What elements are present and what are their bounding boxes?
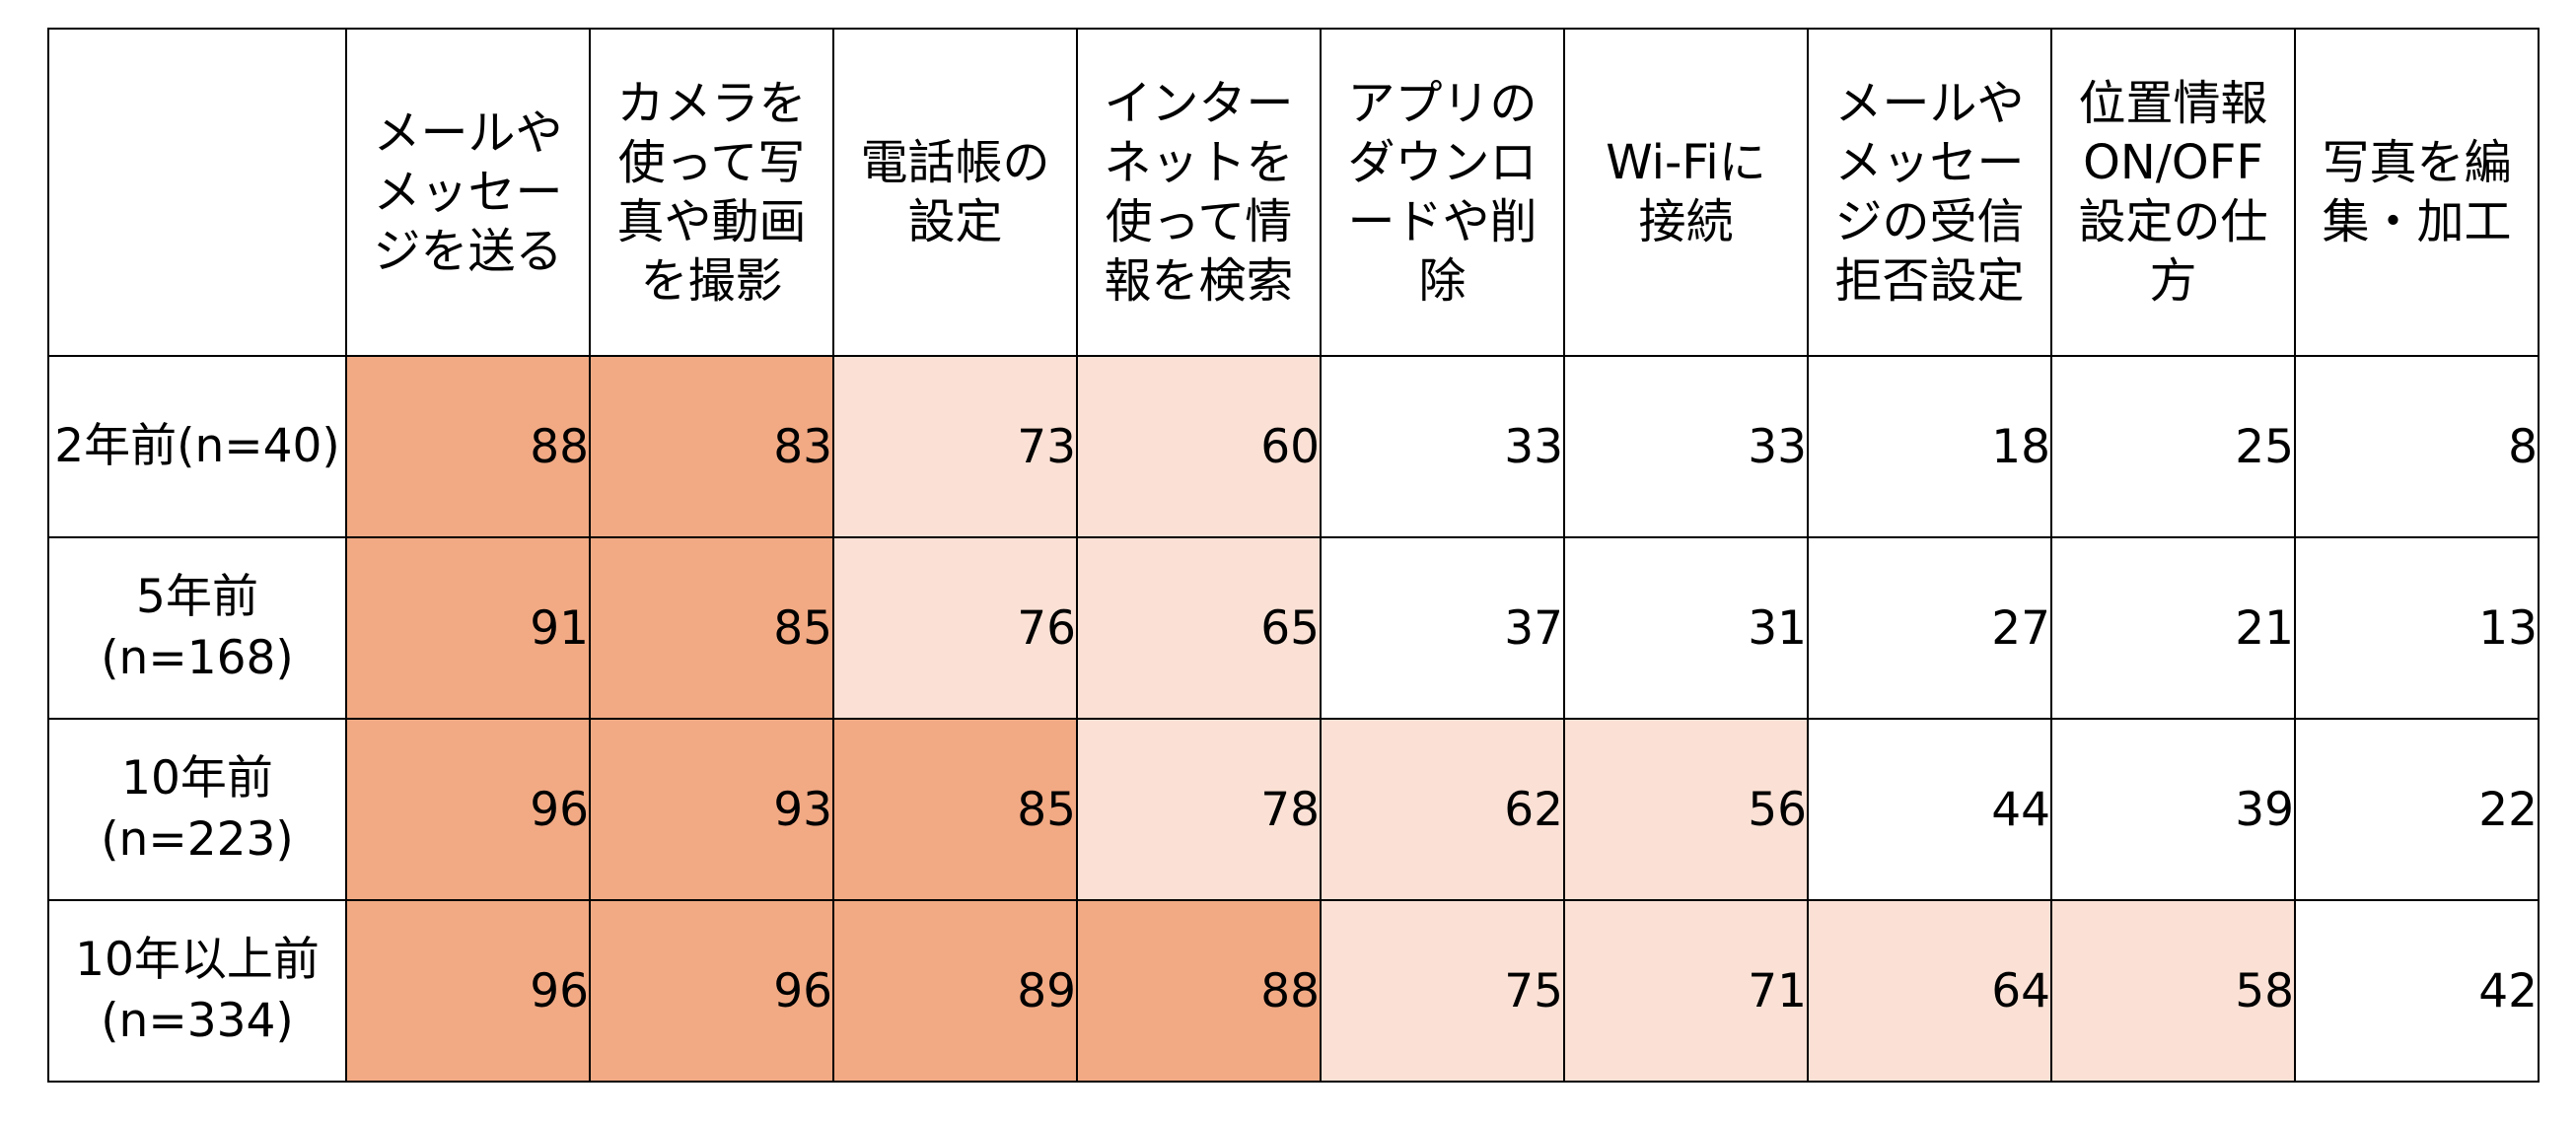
- col-header-3-label: 電話帳の設定: [860, 135, 1050, 249]
- value-cell-r4-c5: 75: [1320, 899, 1565, 1083]
- value-cell-r1-c5: 33: [1320, 355, 1565, 538]
- col-header-1-label: メールやメッセージを送る: [373, 105, 563, 279]
- header-row: メールやメッセージを送る カメラを使って写真や動画を撮影 電話帳の設定 インター…: [47, 28, 2540, 357]
- col-header-2: カメラを使って写真や動画を撮影: [589, 28, 834, 357]
- value-cell-r2-c1: 91: [345, 536, 591, 720]
- value-cell-r2-c7: 27: [1807, 536, 2052, 720]
- col-header-5-label: アプリのダウンロードや削除: [1347, 76, 1538, 309]
- row-header-line: 2年前(n=40): [54, 419, 340, 473]
- table-row: 10年以上前 (n=334) 96 96 89 88 75 71 64 58 42: [47, 899, 2540, 1083]
- value-cell-r1-c4: 60: [1076, 355, 1322, 538]
- value-cell-r2-c9: 13: [2294, 536, 2540, 720]
- value-cell-r4-c4: 88: [1076, 899, 1322, 1083]
- row-header-4: 10年以上前 (n=334): [47, 899, 347, 1083]
- value-cell-r4-c2: 96: [589, 899, 834, 1083]
- row-header-1: 2年前(n=40): [47, 355, 347, 538]
- table-body: 2年前(n=40) 88 83 73 60 33 33 18 25 8 5年前 (n=168) 91 85…: [47, 355, 2540, 1083]
- value-cell-r4-c6: 71: [1563, 899, 1809, 1083]
- col-header-5: アプリのダウンロードや削除: [1320, 28, 1565, 357]
- value-cell-r1-c3: 73: [832, 355, 1078, 538]
- table-row: 5年前 (n=168) 91 85 76 65 37 31 27 21 13: [47, 536, 2540, 720]
- table-row: 10年前 (n=223) 96 93 85 78 62 56 44 39 22: [47, 718, 2540, 901]
- value-cell-r1-c8: 25: [2050, 355, 2296, 538]
- col-header-3: 電話帳の設定: [832, 28, 1078, 357]
- value-cell-r3-c8: 39: [2050, 718, 2296, 901]
- col-header-1: メールやメッセージを送る: [345, 28, 591, 357]
- col-header-6: Wi-Fiに接続: [1563, 28, 1809, 357]
- col-header-4-label: インターネットを使って情報を検索: [1104, 76, 1294, 309]
- value-cell-r2-c8: 21: [2050, 536, 2296, 720]
- row-header-line: 10年以上前: [75, 933, 320, 987]
- col-header-9-label: 写真を編集・加工: [2322, 135, 2512, 249]
- col-header-8-label: 位置情報ON/OFF設定の仕方: [2078, 76, 2268, 309]
- value-cell-r3-c7: 44: [1807, 718, 2052, 901]
- corner-cell: [47, 28, 347, 357]
- value-cell-r1-c6: 33: [1563, 355, 1809, 538]
- col-header-6-label: Wi-Fiに接続: [1606, 135, 1766, 249]
- usage-table-wrapper: メールやメッセージを送る カメラを使って写真や動画を撮影 電話帳の設定 インター…: [47, 28, 2540, 1083]
- value-cell-r4-c9: 42: [2294, 899, 2540, 1083]
- value-cell-r2-c5: 37: [1320, 536, 1565, 720]
- value-cell-r2-c4: 65: [1076, 536, 1322, 720]
- row-header-line: (n=334): [101, 994, 294, 1048]
- value-cell-r4-c8: 58: [2050, 899, 2296, 1083]
- value-cell-r3-c9: 22: [2294, 718, 2540, 901]
- row-header-line: (n=223): [101, 812, 294, 867]
- row-header-line: (n=168): [101, 631, 294, 685]
- value-cell-r3-c4: 78: [1076, 718, 1322, 901]
- value-cell-r3-c1: 96: [345, 718, 591, 901]
- col-header-9: 写真を編集・加工: [2294, 28, 2540, 357]
- value-cell-r4-c7: 64: [1807, 899, 2052, 1083]
- value-cell-r1-c7: 18: [1807, 355, 2052, 538]
- value-cell-r2-c6: 31: [1563, 536, 1809, 720]
- usage-table: メールやメッセージを送る カメラを使って写真や動画を撮影 電話帳の設定 インター…: [47, 28, 2540, 1083]
- value-cell-r4-c3: 89: [832, 899, 1078, 1083]
- row-header-2: 5年前 (n=168): [47, 536, 347, 720]
- value-cell-r3-c6: 56: [1563, 718, 1809, 901]
- value-cell-r3-c5: 62: [1320, 718, 1565, 901]
- col-header-7: メールやメッセージの受信拒否設定: [1807, 28, 2052, 357]
- row-header-3: 10年前 (n=223): [47, 718, 347, 901]
- col-header-4: インターネットを使って情報を検索: [1076, 28, 1322, 357]
- row-header-line: 10年前: [121, 751, 273, 806]
- value-cell-r4-c1: 96: [345, 899, 591, 1083]
- value-cell-r1-c2: 83: [589, 355, 834, 538]
- col-header-2-label: カメラを使って写真や動画を撮影: [616, 76, 807, 309]
- value-cell-r2-c3: 76: [832, 536, 1078, 720]
- col-header-8: 位置情報ON/OFF設定の仕方: [2050, 28, 2296, 357]
- value-cell-r2-c2: 85: [589, 536, 834, 720]
- row-header-line: 5年前: [136, 570, 258, 624]
- value-cell-r1-c9: 8: [2294, 355, 2540, 538]
- value-cell-r3-c2: 93: [589, 718, 834, 901]
- table-row: 2年前(n=40) 88 83 73 60 33 33 18 25 8: [47, 355, 2540, 538]
- col-header-7-label: メールやメッセージの受信拒否設定: [1834, 76, 2025, 309]
- value-cell-r1-c1: 88: [345, 355, 591, 538]
- value-cell-r3-c3: 85: [832, 718, 1078, 901]
